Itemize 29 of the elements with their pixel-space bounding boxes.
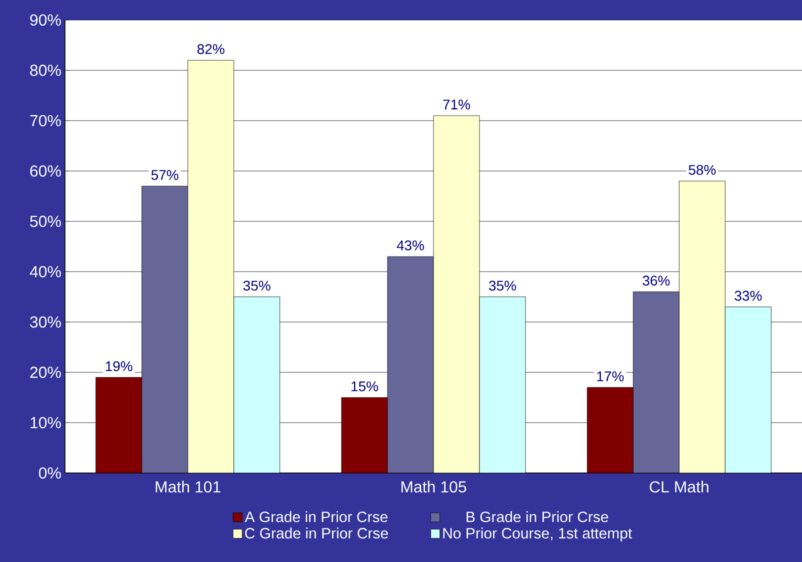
y-tick-label: 0%	[38, 467, 61, 479]
data-label: 15%	[352, 381, 378, 392]
data-label: 71%	[443, 100, 470, 110]
y-tick-label: 70%	[30, 115, 61, 126]
data-label: 82%	[197, 44, 224, 54]
x-tick-label: Math 105	[401, 480, 466, 493]
data-label: 43%	[396, 240, 424, 250]
data-label: 58%	[688, 164, 716, 175]
y-tick-label: 40%	[30, 266, 61, 278]
data-label: 35%	[489, 280, 516, 291]
y-tick-label: 50%	[30, 216, 61, 227]
y-tick-label: 10%	[30, 417, 61, 428]
y-tick-label: 60%	[30, 165, 61, 177]
data-label: 33%	[734, 290, 762, 301]
data-label: 17%	[597, 371, 624, 382]
data-label: 57%	[151, 170, 178, 180]
legend-label: No Prior Course, 1st attempt	[443, 528, 632, 542]
data-label: 36%	[642, 276, 670, 286]
x-tick-label: Math 101	[156, 480, 220, 493]
y-tick-label: 80%	[30, 64, 61, 76]
x-tick-label: CL Math	[650, 480, 708, 493]
data-label: 19%	[106, 361, 132, 372]
legend-label: A Grade in Prior Crse	[244, 511, 388, 522]
y-tick-label: 90%	[30, 14, 61, 26]
legend-label: C Grade in Prior Crse	[245, 528, 388, 539]
y-tick-label: 30%	[30, 316, 61, 328]
legend-label: B Grade in Prior Crse	[466, 511, 608, 522]
y-tick-label: 20%	[30, 366, 61, 378]
data-label: 35%	[243, 280, 270, 291]
